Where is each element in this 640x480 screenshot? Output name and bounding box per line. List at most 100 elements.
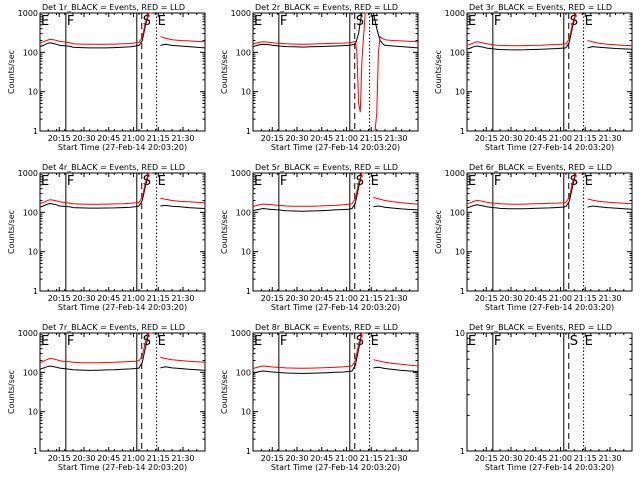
y-axis-label: Counts/sec: [7, 370, 16, 414]
x-axis-label: Start Time (27-Feb-14 20:03:20): [58, 143, 187, 152]
event-marker-label: E: [468, 334, 476, 349]
chart-panel-3: Det 3r_BLACK = Events, RED = LLD 1 10 100 10…: [434, 3, 633, 152]
x-tick-label: 21:00: [549, 294, 572, 303]
x-tick-label: 21:30: [598, 454, 621, 463]
chart-panel-4: Det 4r_BLACK = Events, RED = LLD 1 10 100 10…: [7, 163, 206, 312]
events-series-line: [39, 172, 206, 209]
x-tick-label: 21:00: [335, 134, 358, 143]
y-tick-label: 1000: [231, 169, 251, 178]
y-tick-label: 100: [23, 368, 38, 377]
x-tick-label: 21:15: [147, 294, 170, 303]
lld-series-line: [466, 12, 633, 47]
x-tick-label: 20:30: [499, 134, 522, 143]
event-marker-label: E: [468, 174, 476, 189]
event-marker-label: E: [585, 14, 593, 29]
lld-series-line: [466, 172, 633, 205]
lld-series-line: [252, 172, 419, 208]
x-tick-label: 20:30: [285, 294, 308, 303]
event-marker-label: E: [41, 14, 49, 29]
x-tick-label: 20:30: [499, 294, 522, 303]
x-tick-label: 20:15: [475, 294, 498, 303]
x-tick-label: 21:30: [171, 294, 194, 303]
x-tick-label: 20:15: [261, 454, 284, 463]
x-tick-label: 20:45: [524, 134, 547, 143]
event-marker-label: E: [585, 174, 593, 189]
x-tick-label: 21:15: [360, 454, 383, 463]
chart-title: Det 1r_BLACK = Events, RED = LLD: [42, 3, 185, 12]
chart-title: Det 4r_BLACK = Events, RED = LLD: [42, 163, 185, 172]
y-tick-label: 10: [241, 248, 251, 257]
x-axis-label: Start Time (27-Feb-14 20:03:20): [271, 463, 400, 472]
y-tick-label: 100: [23, 48, 38, 57]
chart-panel-1: Det 1r_BLACK = Events, RED = LLD 1 10 100 10…: [7, 3, 206, 152]
event-marker-label: E: [158, 14, 166, 29]
event-marker-label: F: [494, 334, 501, 349]
y-tick-label: 1000: [445, 9, 465, 18]
y-axis-label: Counts/sec: [7, 210, 16, 254]
y-tick-label: 1: [246, 127, 251, 136]
x-tick-label: 21:30: [598, 294, 621, 303]
y-tick-label: 100: [23, 208, 38, 217]
lld-series-line: [252, 12, 419, 132]
y-tick-label: 1000: [18, 169, 38, 178]
y-tick-label: 100: [450, 208, 465, 217]
lld-series-line: [39, 332, 206, 364]
x-tick-label: 20:45: [310, 134, 333, 143]
x-tick-label: 21:00: [122, 454, 145, 463]
x-tick-label: 20:45: [524, 294, 547, 303]
event-marker-label: F: [67, 174, 74, 189]
events-series-line: [252, 172, 419, 212]
x-tick-label: 21:00: [335, 454, 358, 463]
x-tick-label: 20:30: [72, 454, 95, 463]
event-marker-label: E: [585, 334, 593, 349]
y-axis-label: Counts/sec: [7, 50, 16, 94]
y-tick-label: 10: [455, 88, 465, 97]
events-series-line: [466, 12, 633, 51]
y-tick-label: 100: [450, 48, 465, 57]
x-tick-label: 20:45: [310, 454, 333, 463]
y-axis-label: Counts/sec: [434, 210, 443, 254]
y-tick-label: 1: [246, 447, 251, 456]
y-tick-label: 100: [236, 48, 251, 57]
event-marker-label: E: [158, 174, 166, 189]
chart-panel-5: Det 5r_BLACK = Events, RED = LLD 1 10 100 10…: [220, 163, 419, 312]
y-tick-label: 1000: [445, 169, 465, 178]
x-tick-label: 20:15: [475, 134, 498, 143]
x-tick-label: 21:15: [574, 134, 597, 143]
chart-panel-2: Det 2r_BLACK = Events, RED = LLD 1 10 100 10…: [220, 3, 419, 152]
y-tick-label: 10: [28, 248, 38, 257]
chart-title: Det 3r_BLACK = Events, RED = LLD: [469, 3, 612, 12]
chart-panel-8: Det 8r_BLACK = Events, RED = LLD 1 10 100 10…: [220, 323, 419, 472]
y-tick-label: 100: [236, 208, 251, 217]
x-tick-label: 20:30: [72, 294, 95, 303]
event-marker-label: E: [371, 174, 379, 189]
x-tick-label: 20:45: [97, 294, 120, 303]
y-tick-label: 1000: [18, 329, 38, 338]
chart-title: Det 6r_BLACK = Events, RED = LLD: [469, 163, 612, 172]
events-series-line: [39, 332, 206, 371]
event-marker-label: F: [280, 174, 287, 189]
chart-panel-7: Det 7r_BLACK = Events, RED = LLD 1 10 100 10…: [7, 323, 206, 472]
x-tick-label: 20:30: [285, 454, 308, 463]
x-tick-label: 20:30: [499, 454, 522, 463]
event-marker-label: E: [158, 334, 166, 349]
y-tick-label: 1: [33, 447, 38, 456]
y-tick-label: 1: [460, 127, 465, 136]
x-tick-label: 21:15: [574, 454, 597, 463]
y-axis-label: Counts/sec: [220, 50, 229, 94]
event-marker-label: F: [280, 14, 287, 29]
event-marker-label: E: [371, 14, 379, 29]
x-tick-label: 21:30: [171, 454, 194, 463]
event-marker-label: F: [494, 174, 501, 189]
x-tick-label: 20:45: [97, 134, 120, 143]
y-tick-label: 1: [246, 287, 251, 296]
x-tick-label: 21:15: [147, 134, 170, 143]
x-axis-label: Start Time (27-Feb-14 20:03:20): [271, 303, 400, 312]
y-tick-label: 10: [455, 329, 465, 338]
x-tick-label: 21:00: [549, 454, 572, 463]
event-marker-label: E: [41, 174, 49, 189]
y-tick-label: 10: [241, 408, 251, 417]
x-tick-label: 20:15: [261, 294, 284, 303]
event-marker-label: E: [371, 334, 379, 349]
